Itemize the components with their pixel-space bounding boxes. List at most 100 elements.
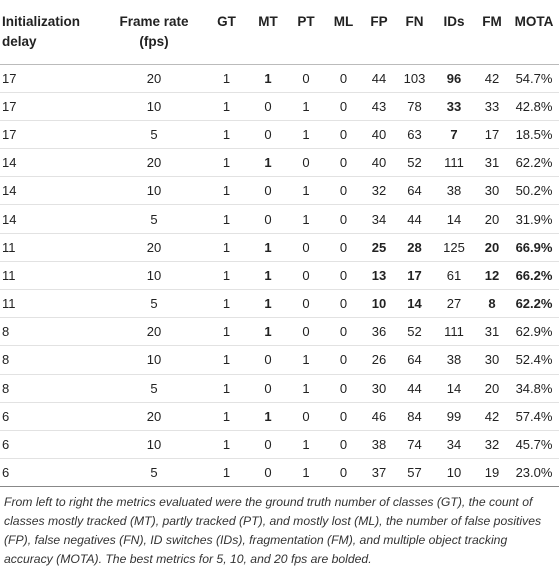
cell-fm: 42 [475, 402, 509, 431]
cell-mota: 62.9% [509, 317, 559, 347]
cell-mt: 0 [249, 92, 287, 121]
cell-frame-rate: 20 [104, 148, 204, 178]
cell-mota: 31.9% [509, 204, 559, 234]
cell-mt: 1 [249, 402, 287, 431]
cell-mota: 66.2% [509, 261, 559, 291]
cell-ml: 0 [325, 148, 362, 178]
cell-delay: 6 [0, 402, 104, 431]
cell-gt: 1 [204, 204, 249, 234]
cell-fm: 20 [475, 204, 509, 234]
cell-frame-rate: 10 [104, 261, 204, 291]
cell-ids: 38 [433, 345, 475, 375]
cell-pt: 0 [287, 317, 325, 347]
table-caption: From left to right the metrics evaluated… [4, 495, 542, 567]
cell-fn: 44 [396, 374, 433, 403]
header-fn: FN [405, 14, 424, 29]
cell-fm: 17 [475, 120, 509, 150]
cell-ids: 14 [433, 204, 475, 234]
cell-fp: 10 [362, 289, 396, 319]
cell-fm: 31 [475, 317, 509, 347]
cell-fn: 14 [396, 289, 433, 319]
cell-gt: 1 [204, 92, 249, 121]
cell-delay: 14 [0, 204, 104, 234]
cell-frame-rate: 10 [104, 176, 204, 206]
cell-ml: 0 [325, 204, 362, 234]
header-ids: IDs [443, 14, 465, 29]
cell-pt: 1 [287, 374, 325, 403]
cell-fp: 38 [362, 430, 396, 460]
table-row: 6 20 1 1 0 0 46 84 99 42 57.4% [0, 402, 559, 431]
table-header: Initialization delay Frame rate (fps) GT… [0, 0, 559, 64]
cell-mota: 54.7% [509, 64, 559, 93]
cell-mt: 0 [249, 345, 287, 375]
header-initialization-delay: Initialization delay [2, 14, 81, 49]
cell-fp: 46 [362, 402, 396, 431]
cell-fn: 84 [396, 402, 433, 431]
cell-frame-rate: 20 [104, 317, 204, 347]
cell-fm: 12 [475, 261, 509, 291]
cell-delay: 11 [0, 233, 104, 262]
cell-pt: 0 [287, 233, 325, 262]
cell-frame-rate: 5 [104, 458, 204, 488]
cell-ml: 0 [325, 402, 362, 431]
cell-fn: 64 [396, 345, 433, 375]
cell-frame-rate: 5 [104, 204, 204, 234]
cell-fn: 52 [396, 317, 433, 347]
cell-ml: 0 [325, 374, 362, 403]
cell-gt: 1 [204, 120, 249, 150]
cell-mt: 0 [249, 204, 287, 234]
cell-fp: 32 [362, 176, 396, 206]
cell-gt: 1 [204, 458, 249, 488]
cell-ids: 111 [433, 317, 475, 347]
cell-ids: 33 [433, 92, 475, 121]
cell-ml: 0 [325, 261, 362, 291]
cell-gt: 1 [204, 374, 249, 403]
cell-frame-rate: 10 [104, 345, 204, 375]
cell-fm: 31 [475, 148, 509, 178]
cell-frame-rate: 20 [104, 402, 204, 431]
table-row: 17 10 1 0 1 0 43 78 33 33 42.8% [0, 92, 559, 121]
cell-mt: 1 [249, 317, 287, 347]
table-row: 14 5 1 0 1 0 34 44 14 20 31.9% [0, 204, 559, 234]
cell-pt: 1 [287, 176, 325, 206]
cell-mota: 52.4% [509, 345, 559, 375]
cell-mt: 0 [249, 176, 287, 206]
cell-ids: 7 [433, 120, 475, 150]
cell-fn: 44 [396, 204, 433, 234]
cell-fn: 103 [396, 64, 433, 93]
table-row: 6 5 1 0 1 0 37 57 10 19 23.0% [0, 458, 559, 488]
cell-ml: 0 [325, 233, 362, 262]
cell-fp: 40 [362, 120, 396, 150]
cell-delay: 17 [0, 64, 104, 93]
cell-gt: 1 [204, 402, 249, 431]
table-row: 8 10 1 0 1 0 26 64 38 30 52.4% [0, 345, 559, 375]
cell-ml: 0 [325, 92, 362, 121]
cell-fn: 57 [396, 458, 433, 488]
cell-mt: 0 [249, 458, 287, 488]
cell-frame-rate: 5 [104, 289, 204, 319]
cell-delay: 17 [0, 92, 104, 121]
cell-fp: 44 [362, 64, 396, 93]
cell-pt: 1 [287, 345, 325, 375]
cell-fp: 36 [362, 317, 396, 347]
cell-fm: 33 [475, 92, 509, 121]
cell-mota: 18.5% [509, 120, 559, 150]
cell-delay: 14 [0, 148, 104, 178]
cell-mt: 1 [249, 148, 287, 178]
cell-gt: 1 [204, 289, 249, 319]
cell-mota: 45.7% [509, 430, 559, 460]
header-gt: GT [217, 14, 236, 29]
cell-mota: 23.0% [509, 458, 559, 488]
cell-ids: 38 [433, 176, 475, 206]
header-frame-rate: Frame rate (fps) [119, 14, 189, 49]
cell-fn: 63 [396, 120, 433, 150]
cell-pt: 1 [287, 458, 325, 488]
table-row: 8 20 1 1 0 0 36 52 111 31 62.9% [0, 317, 559, 347]
cell-pt: 0 [287, 64, 325, 93]
cell-fp: 40 [362, 148, 396, 178]
table-body: 17 20 1 1 0 0 44 103 96 42 54.7% 17 10 1 0 1 0 43 78 33 33 42… [0, 64, 559, 488]
cell-gt: 1 [204, 261, 249, 291]
table-row: 17 20 1 1 0 0 44 103 96 42 54.7% [0, 64, 559, 93]
cell-gt: 1 [204, 317, 249, 347]
cell-ml: 0 [325, 64, 362, 93]
